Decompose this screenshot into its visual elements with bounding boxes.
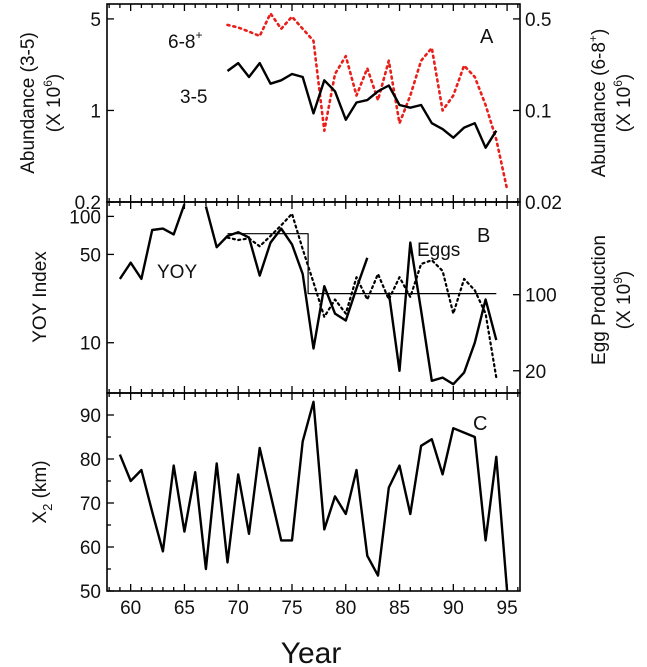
panel-c-frame [106, 392, 521, 592]
panel-b-grid-marks: 100 50 10 100 20 [69, 202, 557, 393]
panel-c: 90 80 70 60 50 C [80, 392, 521, 603]
x-tick-label-60: 60 [120, 598, 141, 619]
panel-a-series [226, 12, 509, 191]
series-3-5-label: 3-5 [180, 87, 207, 108]
x-axis: 60 65 70 75 80 85 90 95 [120, 598, 518, 619]
panel-a-left-tick-0-2-label: 0.2 [75, 193, 101, 214]
panel-c-left-tick-90-label: 90 [80, 406, 101, 427]
x-axis-title: Year [281, 637, 342, 667]
x-tick-label-80: 80 [335, 598, 356, 619]
panel-b-left-tick-10-label: 10 [80, 334, 101, 355]
panel-b: 100 50 10 100 20 B YOY Eggs [69, 201, 557, 394]
panel-a-right-tick-0-1-label: 0.1 [525, 101, 551, 122]
series-yoy-label: YOY [157, 262, 197, 283]
panel-a-left-tick-1-label: 1 [90, 101, 101, 122]
panel-b-left-tick-100-label: 100 [69, 207, 101, 228]
x-tick-label-95: 95 [497, 598, 518, 619]
x-tick-label-65: 65 [174, 598, 195, 619]
panel-c-left-tick-50-label: 50 [80, 582, 101, 603]
panel-c-left-tick-70-label: 70 [80, 494, 101, 515]
series-yoy-line-segment-3 [387, 241, 498, 386]
series-eggs-label: Eggs [417, 240, 460, 261]
panel-a-tag: A [480, 26, 494, 48]
series-6-8-label: 6-8+ [168, 28, 202, 53]
x-tick-label-90: 90 [443, 598, 464, 619]
series-3-5-line [226, 61, 498, 149]
panel-a-right-tick-0-5-label: 0.5 [525, 10, 551, 31]
series-6-8-line [226, 12, 509, 191]
x2-line [118, 400, 509, 592]
panel-b-left-tick-50-label: 50 [80, 245, 101, 266]
panel-c-left-tick-60-label: 60 [80, 538, 101, 559]
x-tick-label-85: 85 [389, 598, 410, 619]
panel-a-left-axis-title: Abundance (3-5) [18, 32, 39, 174]
panel-c-series [118, 400, 509, 592]
panel-b-left-axis-title: YOY Index [30, 251, 51, 343]
panel-b-series [118, 203, 498, 386]
panel-b-right-axis-unit: (X 109) [611, 271, 635, 329]
panel-c-tag: C [473, 413, 487, 435]
x-tick-label-75: 75 [281, 598, 302, 619]
panel-a-left-axis-unit: (X 106) [41, 74, 65, 132]
series-yoy-line-segment-1 [118, 203, 186, 281]
panel-a-right-axis-unit: (X 106) [611, 74, 635, 132]
panel-a-right-tick-0-02-label: 0.02 [525, 193, 562, 214]
panel-b-right-tick-100-label: 100 [525, 286, 557, 307]
series-eggs-line [226, 212, 498, 379]
panel-c-left-axis-title: X2 (km) [30, 460, 55, 523]
panel-c-grid-marks: 90 80 70 60 50 [80, 392, 519, 603]
x-tick-label-70: 70 [228, 598, 249, 619]
series-yoy-line-segment-2 [204, 206, 369, 350]
panel-b-right-axis-title: Egg Production [589, 235, 610, 365]
panel-a: 5 1 0.2 0.5 0.1 0.02 A 6-8+ 3-5 [75, 3, 562, 214]
panel-b-right-tick-20-label: 20 [525, 362, 546, 383]
panel-a-left-tick-5-label: 5 [90, 10, 101, 31]
panel-b-tag: B [477, 225, 490, 247]
panel-c-left-tick-80-label: 80 [80, 450, 101, 471]
panel-a-right-axis-title: Abundance (6-8+) [586, 29, 610, 178]
